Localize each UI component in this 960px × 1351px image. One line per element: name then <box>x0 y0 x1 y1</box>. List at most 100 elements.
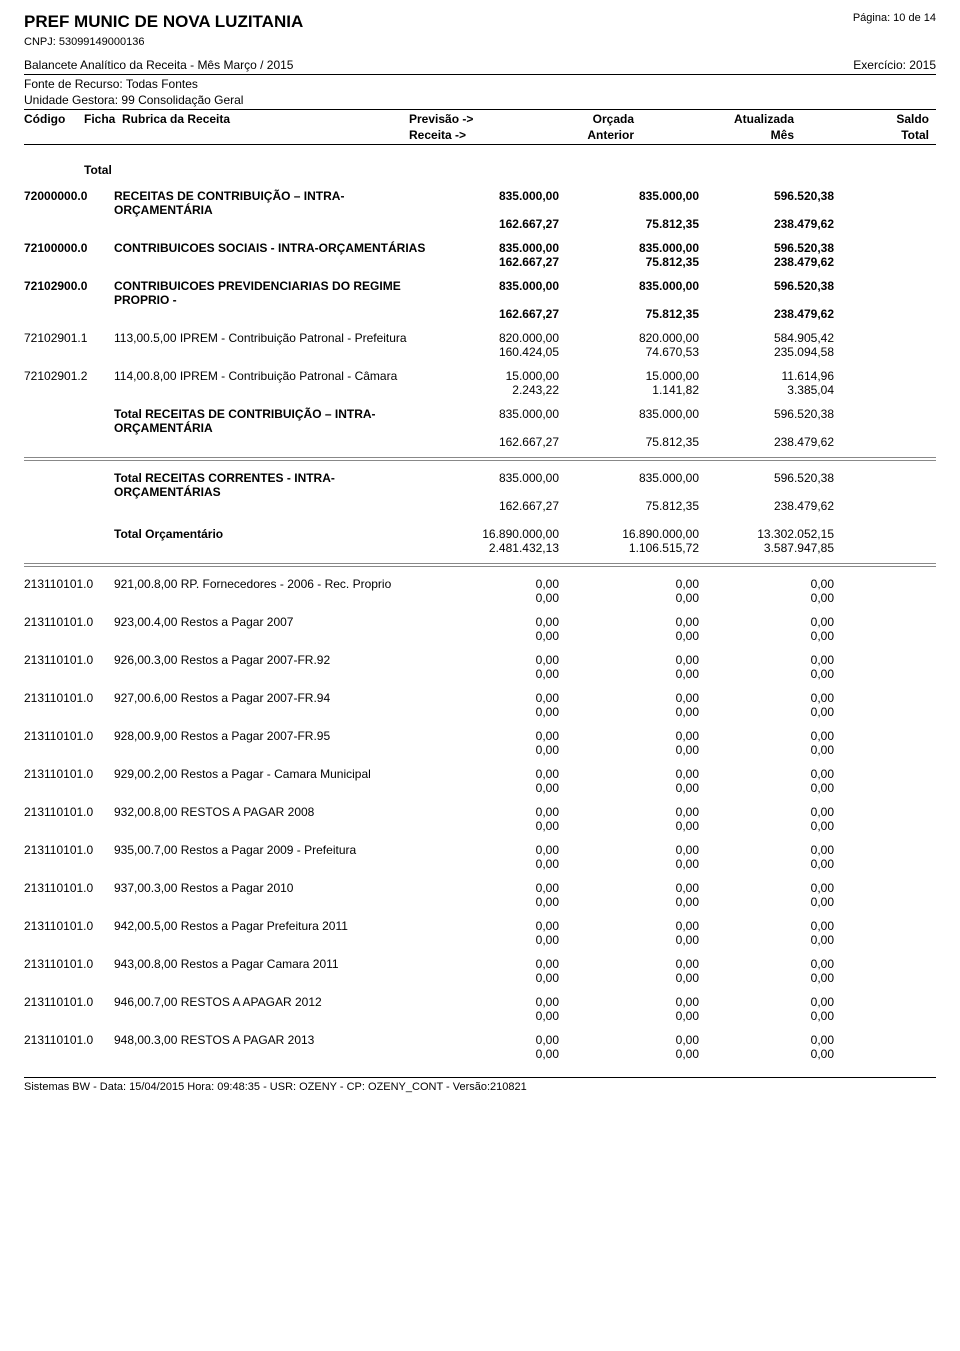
col-anterior: Anterior <box>504 128 634 142</box>
row-val: 0,00 <box>559 705 699 719</box>
row-val: 0,00 <box>699 819 834 833</box>
row-val: 0,00 <box>699 615 834 629</box>
col-ficha: Ficha <box>84 112 115 126</box>
row-val: 0,00 <box>439 653 559 667</box>
row-val: 596.520,38 <box>699 241 834 255</box>
total-val: 835.000,00 <box>559 407 699 435</box>
row-val: 0,00 <box>699 1009 834 1023</box>
row-val: 0,00 <box>699 653 834 667</box>
row-code: 213110101.0 <box>24 919 114 933</box>
total-val: 75.812,35 <box>559 499 699 513</box>
row-val: 0,00 <box>439 857 559 871</box>
row-val: 0,00 <box>699 667 834 681</box>
row-desc: 948,00.3,00 RESTOS A PAGAR 2013 <box>114 1033 439 1047</box>
row-val: 0,00 <box>559 857 699 871</box>
total-row: Total RECEITAS DE CONTRIBUIÇÃO – INTRA-O… <box>24 407 936 435</box>
row-val: 0,00 <box>559 933 699 947</box>
double-rule <box>24 460 936 461</box>
row-desc: 943,00.8,00 Restos a Pagar Camara 2011 <box>114 957 439 971</box>
row-val: 0,00 <box>559 895 699 909</box>
total-val: 238.479,62 <box>699 499 834 513</box>
row-desc: 942,00.5,00 Restos a Pagar Prefeitura 20… <box>114 919 439 933</box>
row-desc: 935,00.7,00 Restos a Pagar 2009 - Prefei… <box>114 843 439 857</box>
total-row-sub: 2.481.432,13 1.106.515,72 3.587.947,85 <box>24 541 936 555</box>
total-val: 238.479,62 <box>699 435 834 449</box>
row-val: 0,00 <box>439 667 559 681</box>
table-row-sub: 162.667,2775.812,35238.479,62 <box>24 255 936 269</box>
row-val: 835.000,00 <box>559 189 699 217</box>
row-code: 213110101.0 <box>24 691 114 705</box>
table-row-sub: 0,000,000,00 <box>24 591 936 605</box>
table-row: 72102901.1113,00.5,00 IPREM - Contribuiç… <box>24 331 936 345</box>
row-desc: 926,00.3,00 Restos a Pagar 2007-FR.92 <box>114 653 439 667</box>
table-row: 72102901.2114,00.8,00 IPREM - Contribuiç… <box>24 369 936 383</box>
row-desc: 929,00.2,00 Restos a Pagar - Camara Muni… <box>114 767 439 781</box>
row-val: 162.667,27 <box>439 217 559 231</box>
table-row-sub: 2.243,221.141,823.385,04 <box>24 383 936 397</box>
col-rubrica: Rubrica da Receita <box>122 112 230 126</box>
row-val: 0,00 <box>559 971 699 985</box>
total-val: 3.587.947,85 <box>699 541 834 555</box>
row-code: 72000000.0 <box>24 189 114 217</box>
row-val: 0,00 <box>699 933 834 947</box>
exercise-label: Exercício: 2015 <box>853 58 936 72</box>
total-val: 835.000,00 <box>559 471 699 499</box>
row-val: 0,00 <box>699 1047 834 1061</box>
row-code: 213110101.0 <box>24 957 114 971</box>
total-row-sub: 162.667,27 75.812,35 238.479,62 <box>24 499 936 513</box>
row-val: 0,00 <box>559 615 699 629</box>
table-row-sub: 0,000,000,00 <box>24 895 936 909</box>
row-val: 162.667,27 <box>439 307 559 321</box>
row-val: 238.479,62 <box>699 255 834 269</box>
row-code: 213110101.0 <box>24 615 114 629</box>
row-desc: 113,00.5,00 IPREM - Contribuição Patrona… <box>114 331 439 345</box>
total-val: 162.667,27 <box>439 499 559 513</box>
table-row: 213110101.0942,00.5,00 Restos a Pagar Pr… <box>24 919 936 933</box>
row-val: 235.094,58 <box>699 345 834 359</box>
total-val: 16.890.000,00 <box>559 527 699 541</box>
row-val: 75.812,35 <box>559 255 699 269</box>
row-code: 213110101.0 <box>24 729 114 743</box>
row-val: 0,00 <box>699 881 834 895</box>
table-row: 213110101.0943,00.8,00 Restos a Pagar Ca… <box>24 957 936 971</box>
column-header-row-1: Código Ficha Rubrica da Receita Previsão… <box>24 112 936 126</box>
table-row: 213110101.0921,00.8,00 RP. Fornecedores … <box>24 577 936 591</box>
row-val: 0,00 <box>559 577 699 591</box>
row-val: 0,00 <box>439 629 559 643</box>
row-val: 0,00 <box>559 691 699 705</box>
row-val: 0,00 <box>439 843 559 857</box>
table-row-sub: 0,000,000,00 <box>24 857 936 871</box>
row-val: 835.000,00 <box>559 241 699 255</box>
row-val: 0,00 <box>559 667 699 681</box>
footer: Sistemas BW - Data: 15/04/2015 Hora: 09:… <box>24 1077 936 1093</box>
row-val: 238.479,62 <box>699 217 834 231</box>
row-val: 0,00 <box>699 767 834 781</box>
total-desc: Total RECEITAS DE CONTRIBUIÇÃO – INTRA-O… <box>114 407 439 435</box>
row-code: 213110101.0 <box>24 653 114 667</box>
row-val: 0,00 <box>699 1033 834 1047</box>
row-code: 213110101.0 <box>24 881 114 895</box>
table-row-sub: 0,000,000,00 <box>24 667 936 681</box>
row-val: 11.614,96 <box>699 369 834 383</box>
fonte-recurso: Fonte de Recurso: Todas Fontes <box>24 77 936 91</box>
total-row: Total Orçamentário 16.890.000,00 16.890.… <box>24 527 936 541</box>
row-val: 0,00 <box>439 591 559 605</box>
row-val: 835.000,00 <box>439 189 559 217</box>
row-val: 0,00 <box>699 971 834 985</box>
row-val: 820.000,00 <box>559 331 699 345</box>
row-code: 213110101.0 <box>24 995 114 1009</box>
table-row: 213110101.0923,00.4,00 Restos a Pagar 20… <box>24 615 936 629</box>
table-row: 72100000.0CONTRIBUICOES SOCIAIS - INTRA-… <box>24 241 936 255</box>
row-val: 15.000,00 <box>439 369 559 383</box>
table-row: 213110101.0932,00.8,00 RESTOS A PAGAR 20… <box>24 805 936 819</box>
total-val: 16.890.000,00 <box>439 527 559 541</box>
total-row: Total RECEITAS CORRENTES - INTRA-ORÇAMEN… <box>24 471 936 499</box>
total-val: 835.000,00 <box>439 407 559 435</box>
double-rule <box>24 566 936 567</box>
table-row-sub: 162.667,2775.812,35238.479,62 <box>24 217 936 231</box>
row-val: 596.520,38 <box>699 279 834 307</box>
row-val: 0,00 <box>559 767 699 781</box>
row-val: 0,00 <box>559 729 699 743</box>
row-val: 0,00 <box>439 819 559 833</box>
table-row-sub: 0,000,000,00 <box>24 933 936 947</box>
